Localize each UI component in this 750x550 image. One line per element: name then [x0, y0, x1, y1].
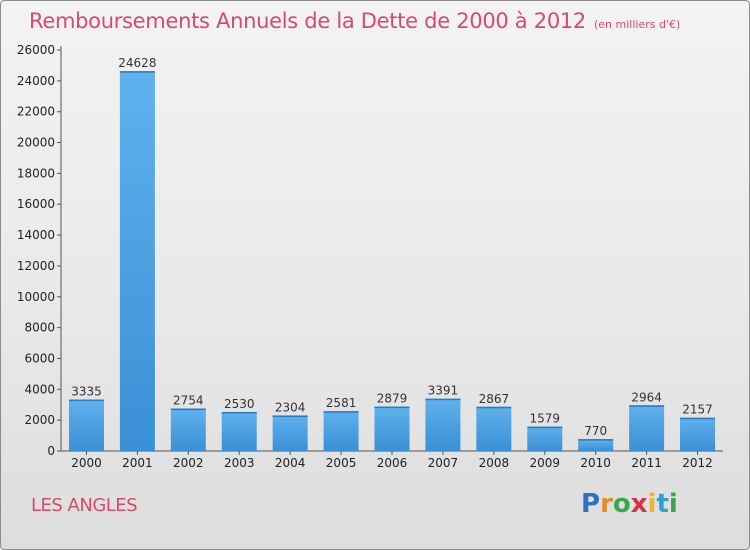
y-tick-label: 12000 [17, 259, 55, 273]
y-tick-label: 22000 [17, 105, 55, 119]
bar [272, 415, 308, 451]
y-tick-label: 26000 [17, 43, 55, 57]
x-tick-label: 2002 [173, 456, 204, 470]
bar [680, 417, 716, 451]
x-tick-label: 2009 [529, 456, 560, 470]
logo-letter: o [612, 489, 631, 519]
data-label: 24628 [118, 56, 156, 70]
logo-letter: t [656, 489, 669, 519]
y-tick-label: 8000 [24, 321, 55, 335]
bar [119, 71, 155, 451]
logo-letter: x [630, 489, 648, 519]
x-tick-label: 2007 [428, 456, 459, 470]
data-label: 2754 [173, 394, 204, 408]
data-label: 2879 [377, 392, 408, 406]
x-tick-label: 2008 [479, 456, 510, 470]
bar-top-edge [629, 405, 665, 407]
y-tick-label: 16000 [17, 197, 55, 211]
y-tick-label: 10000 [17, 290, 55, 304]
x-tick-label: 2005 [326, 456, 357, 470]
bar-top-edge [425, 398, 461, 401]
y-tick-label: 6000 [24, 351, 55, 365]
x-tick-label: 2004 [275, 456, 306, 470]
data-label: 3391 [428, 384, 459, 398]
x-tick-label: 2003 [224, 456, 255, 470]
data-label: 2867 [479, 392, 510, 406]
bar [629, 405, 665, 451]
logo-letter: i [647, 489, 657, 519]
commune-name: LES ANGLES [31, 495, 138, 516]
bar [221, 411, 257, 451]
data-label: 770 [584, 424, 607, 438]
data-label: 2581 [326, 396, 357, 410]
bar [476, 406, 512, 451]
bar [425, 398, 461, 451]
x-tick-label: 2000 [71, 456, 102, 470]
bar-top-edge [170, 408, 206, 411]
bar [527, 426, 563, 451]
bar-top-edge [578, 439, 614, 441]
data-label: 2530 [224, 397, 255, 411]
bar [578, 439, 614, 451]
x-tick-label: 2001 [122, 456, 153, 470]
bar [374, 406, 410, 451]
logo-letter: P [581, 489, 601, 519]
bar-top-edge [68, 399, 104, 402]
y-tick-label: 4000 [24, 382, 55, 396]
data-label: 1579 [529, 412, 560, 426]
bar [323, 411, 359, 451]
y-tick-label: 20000 [17, 136, 55, 150]
data-label: 2964 [631, 390, 662, 404]
y-tick-label: 2000 [24, 413, 55, 427]
y-tick-label: 0 [47, 444, 55, 458]
bar-top-edge [527, 426, 563, 429]
x-tick-label: 2012 [682, 456, 713, 470]
logo-letter: i [668, 489, 678, 519]
bar-top-edge [272, 415, 308, 417]
bar-top-edge [221, 411, 257, 414]
x-tick-label: 2010 [580, 456, 611, 470]
data-label: 2304 [275, 400, 306, 414]
data-label: 2157 [682, 403, 713, 417]
bar [170, 408, 206, 451]
bar-top-edge [323, 411, 359, 413]
bar-top-edge [374, 406, 410, 409]
chart-title-row: Remboursements Annuels de la Dette de 20… [29, 9, 680, 33]
bar-top-edge [476, 406, 512, 409]
bar [68, 399, 104, 451]
logo-letter: r [600, 489, 613, 519]
bar-top-edge [119, 71, 155, 73]
y-tick-label: 24000 [17, 74, 55, 88]
x-tick-label: 2011 [631, 456, 662, 470]
chart-title: Remboursements Annuels de la Dette de 20… [29, 9, 586, 33]
proxiti-logo: Proxiti [581, 489, 678, 519]
bar-top-edge [680, 417, 716, 420]
data-label: 3335 [71, 385, 102, 399]
x-tick-label: 2006 [377, 456, 408, 470]
y-tick-label: 18000 [17, 166, 55, 180]
chart-subtitle: (en milliers d'€) [594, 18, 681, 31]
y-tick-label: 14000 [17, 228, 55, 242]
